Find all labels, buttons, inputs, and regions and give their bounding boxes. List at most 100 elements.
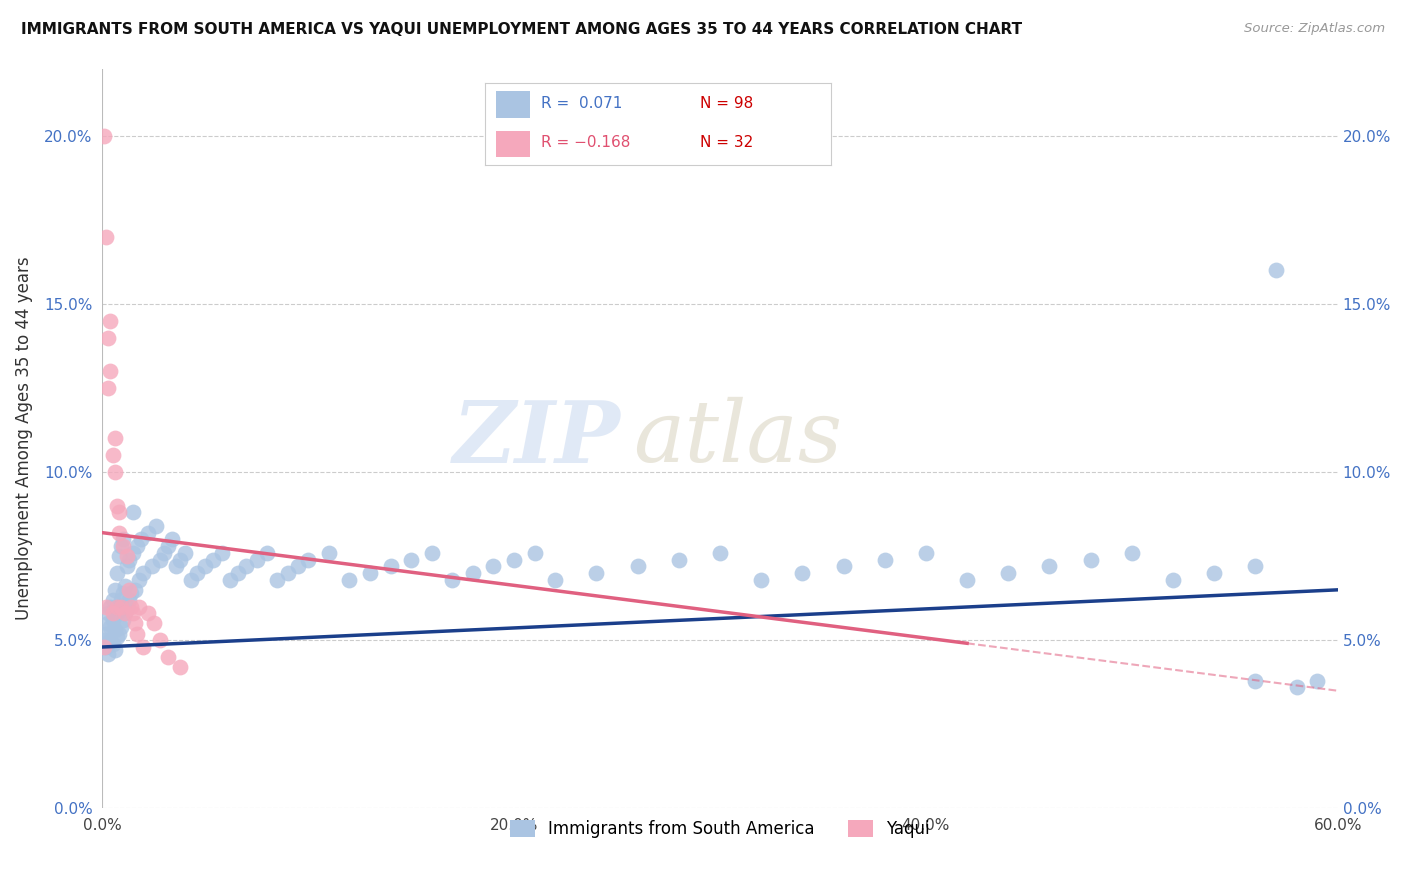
Point xyxy=(359,566,381,580)
Point xyxy=(103,643,125,657)
Point xyxy=(157,539,180,553)
Point xyxy=(503,552,526,566)
Point xyxy=(122,546,145,560)
Point xyxy=(997,566,1019,580)
Point xyxy=(1204,566,1226,580)
Point xyxy=(93,633,115,648)
Point xyxy=(100,599,122,614)
Text: IMMIGRANTS FROM SOUTH AMERICA VS YAQUI UNEMPLOYMENT AMONG AGES 35 TO 44 YEARS CO: IMMIGRANTS FROM SOUTH AMERICA VS YAQUI U… xyxy=(21,22,1022,37)
Point xyxy=(115,559,138,574)
Point xyxy=(110,599,132,614)
Point xyxy=(544,573,567,587)
Point xyxy=(122,607,145,621)
Point xyxy=(1038,559,1060,574)
Point xyxy=(318,546,340,560)
Point xyxy=(100,314,122,328)
Point xyxy=(145,519,167,533)
Point xyxy=(111,533,134,547)
Point xyxy=(107,506,129,520)
Point xyxy=(132,566,155,580)
Point xyxy=(441,573,464,587)
Point xyxy=(93,640,115,654)
Point xyxy=(266,573,288,587)
Y-axis label: Unemployment Among Ages 35 to 44 years: Unemployment Among Ages 35 to 44 years xyxy=(15,257,32,620)
Point xyxy=(461,566,484,580)
Point xyxy=(120,599,142,614)
Point xyxy=(1121,546,1143,560)
Point xyxy=(202,552,225,566)
Point xyxy=(101,593,124,607)
Point xyxy=(97,330,120,344)
Point xyxy=(956,573,979,587)
Point xyxy=(1306,673,1329,688)
Point xyxy=(124,616,146,631)
Point xyxy=(110,593,132,607)
Point xyxy=(277,566,299,580)
Point xyxy=(1244,673,1267,688)
Point xyxy=(832,559,855,574)
Point xyxy=(100,364,122,378)
Point xyxy=(1080,552,1102,566)
Point xyxy=(96,229,118,244)
Point xyxy=(101,637,124,651)
Point xyxy=(709,546,731,560)
Point xyxy=(160,533,183,547)
Point xyxy=(107,549,129,564)
Point xyxy=(246,552,269,566)
Point xyxy=(136,607,159,621)
Point xyxy=(1161,573,1184,587)
Point xyxy=(110,620,132,634)
Point xyxy=(105,599,128,614)
Point xyxy=(523,546,546,560)
Point xyxy=(128,573,150,587)
Point xyxy=(97,647,120,661)
Point xyxy=(873,552,896,566)
Point xyxy=(194,559,217,574)
Point xyxy=(337,573,360,587)
Point xyxy=(111,586,134,600)
Point xyxy=(105,630,128,644)
Point xyxy=(399,552,422,566)
Point xyxy=(115,549,138,564)
Text: atlas: atlas xyxy=(634,397,842,480)
Point xyxy=(668,552,690,566)
Legend: Immigrants from South America, Yaqui: Immigrants from South America, Yaqui xyxy=(503,813,936,845)
Point xyxy=(101,613,124,627)
Point xyxy=(127,626,149,640)
Point xyxy=(1265,263,1288,277)
Point xyxy=(101,448,124,462)
Point xyxy=(118,593,141,607)
Point xyxy=(114,579,136,593)
Point xyxy=(105,499,128,513)
Point xyxy=(180,573,202,587)
Point xyxy=(107,599,129,614)
Point xyxy=(103,582,125,597)
Point xyxy=(256,546,278,560)
Point xyxy=(186,566,208,580)
Point xyxy=(97,381,120,395)
Point xyxy=(107,626,129,640)
Point xyxy=(96,640,118,654)
Point xyxy=(103,465,125,479)
Point xyxy=(131,533,153,547)
Point xyxy=(118,552,141,566)
Point xyxy=(626,559,648,574)
Point xyxy=(1285,681,1308,695)
Point xyxy=(420,546,443,560)
Point xyxy=(149,552,172,566)
Point xyxy=(1244,559,1267,574)
Point xyxy=(118,582,141,597)
Point xyxy=(110,539,132,553)
Point xyxy=(132,640,155,654)
Point xyxy=(173,546,195,560)
Point xyxy=(169,552,191,566)
Point xyxy=(482,559,505,574)
Text: Source: ZipAtlas.com: Source: ZipAtlas.com xyxy=(1244,22,1385,36)
Point xyxy=(141,559,163,574)
Point xyxy=(101,607,124,621)
Point xyxy=(136,525,159,540)
Point xyxy=(122,506,145,520)
Point xyxy=(93,128,115,143)
Point xyxy=(105,607,128,621)
Point xyxy=(115,599,138,614)
